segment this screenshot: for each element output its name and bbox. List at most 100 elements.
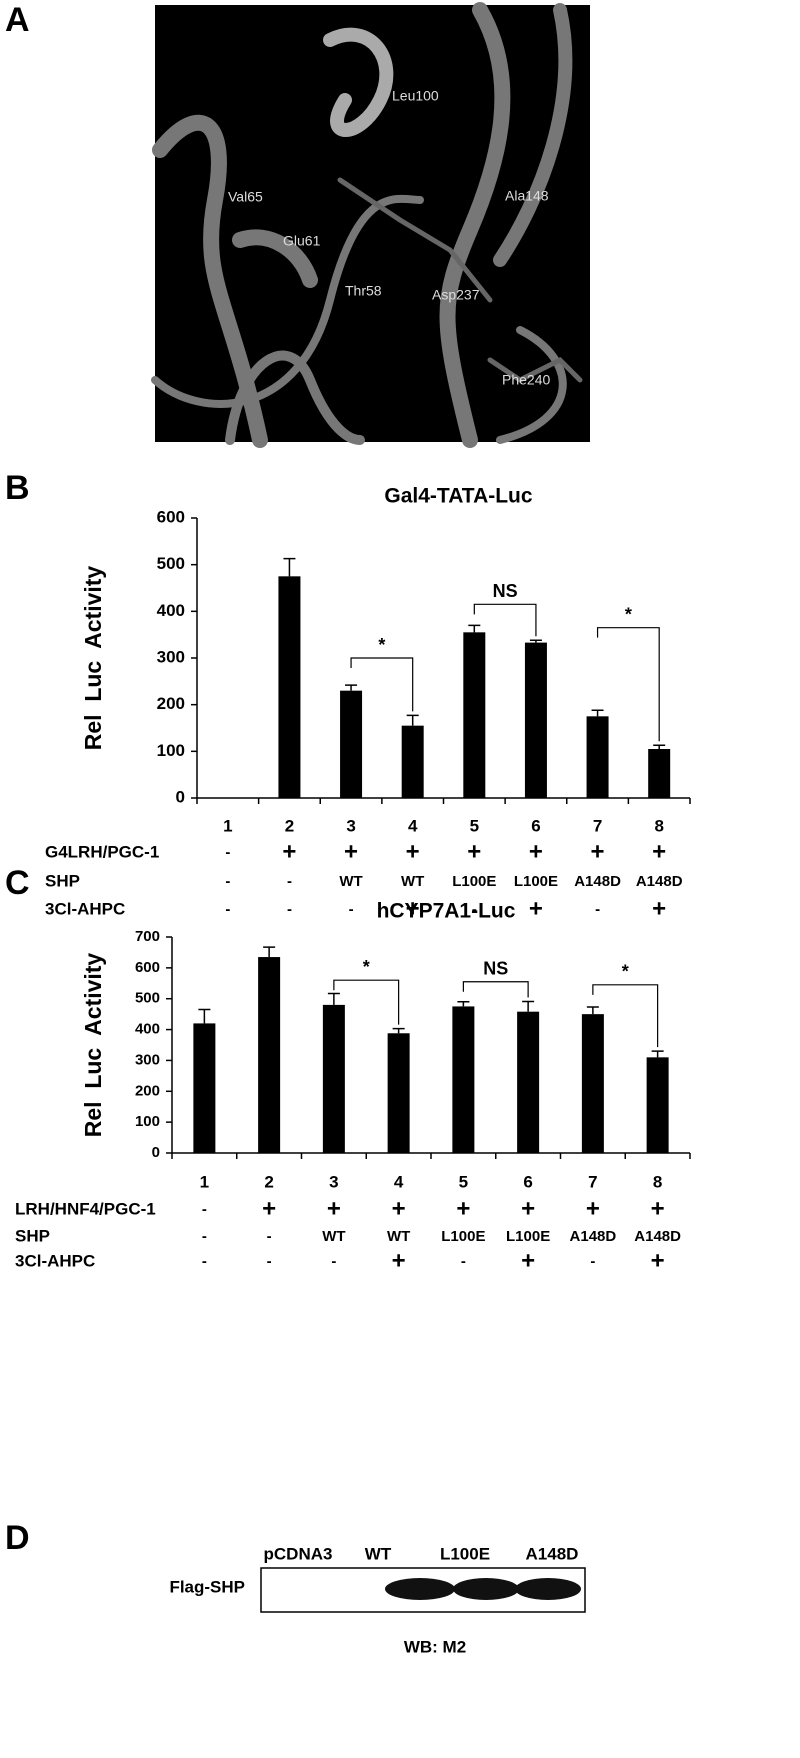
significance-label: * (378, 635, 385, 655)
bar (524, 642, 547, 798)
x-tick-label: 4 (394, 1172, 404, 1191)
condition-value: - (267, 1253, 272, 1270)
condition-value: + (327, 1195, 341, 1222)
condition-value: + (344, 838, 358, 865)
x-tick-label: 1 (200, 1172, 209, 1191)
condition-value: + (456, 1195, 470, 1222)
y-tick-label: 100 (157, 741, 185, 760)
condition-value: A148D (636, 873, 683, 890)
residue-label: Asp237 (432, 287, 480, 303)
blot-caption: WB: M2 (404, 1637, 466, 1656)
x-tick-label: 2 (264, 1172, 273, 1191)
bar (258, 957, 281, 1153)
condition-value: + (467, 838, 481, 865)
x-tick-label: 8 (653, 1172, 662, 1191)
y-tick-label: 700 (135, 928, 160, 945)
error-bar (392, 1027, 405, 1034)
condition-value: - (225, 844, 230, 861)
error-bar (283, 557, 296, 577)
condition-value: A148D (634, 1228, 681, 1245)
bar (387, 1033, 410, 1153)
condition-value: - (225, 901, 230, 918)
condition-value: - (202, 1201, 207, 1218)
condition-value: L100E (506, 1228, 550, 1245)
condition-value: + (652, 895, 666, 922)
lane-label: L100E (440, 1544, 490, 1563)
y-tick-label: 200 (135, 1082, 160, 1099)
condition-value: + (406, 838, 420, 865)
bar (517, 1011, 540, 1153)
significance-label: NS (483, 958, 508, 978)
bar (340, 690, 363, 798)
x-tick-label: 7 (588, 1172, 597, 1191)
condition-value: WT (339, 873, 362, 890)
y-tick-label: 600 (157, 507, 185, 526)
significance-label: NS (493, 581, 518, 601)
error-bar (586, 1006, 599, 1015)
condition-value: + (392, 1247, 406, 1274)
significance-label: * (625, 604, 632, 624)
error-bar (198, 1008, 211, 1024)
condition-label: SHP (15, 1226, 50, 1245)
y-tick-label: 500 (135, 990, 160, 1007)
significance-bracket (592, 984, 659, 1048)
error-bar (651, 1050, 664, 1058)
blot (260, 1567, 586, 1613)
y-tick-label: 200 (157, 694, 185, 713)
significance-label: * (363, 957, 370, 977)
panel-label: A (5, 1, 30, 39)
error-bar (345, 684, 358, 691)
residue-label: Thr58 (345, 283, 382, 299)
x-tick-label: 3 (329, 1172, 338, 1191)
condition-value: - (287, 873, 292, 890)
y-tick-label: 100 (135, 1113, 160, 1130)
lane-label: A148D (526, 1544, 579, 1563)
condition-value: - (331, 1253, 336, 1270)
lane-label: pCDNA3 (264, 1544, 333, 1563)
condition-label: SHP (45, 871, 80, 890)
condition-value: + (529, 838, 543, 865)
x-tick-label: 5 (470, 816, 479, 835)
condition-value: - (287, 901, 292, 918)
condition-value: WT (387, 1228, 410, 1245)
condition-value: + (652, 838, 666, 865)
error-bar (468, 624, 481, 633)
significance-bracket (462, 981, 529, 998)
bar (586, 716, 609, 798)
condition-label: LRH/HNF4/PGC-1 (15, 1199, 156, 1218)
chart-title: Gal4-TATA-Luc (384, 485, 532, 508)
significance-label: * (622, 962, 629, 982)
condition-value: L100E (514, 873, 558, 890)
condition-label: 3Cl-AHPC (45, 899, 125, 918)
condition-value: L100E (452, 873, 496, 890)
bar (646, 1057, 669, 1153)
condition-value: + (521, 1195, 535, 1222)
condition-value: + (262, 1195, 276, 1222)
x-tick-label: 6 (531, 816, 540, 835)
condition-value: + (651, 1195, 665, 1222)
y-tick-label: 500 (157, 554, 185, 573)
bar (401, 725, 424, 798)
y-tick-label: 300 (157, 647, 185, 666)
condition-value: - (472, 901, 477, 918)
y-tick-label: 400 (157, 601, 185, 620)
error-bar (263, 946, 276, 958)
x-tick-label: 1 (223, 816, 232, 835)
condition-value: - (202, 1228, 207, 1245)
panel-label: C (5, 864, 30, 902)
residue-label: Val65 (228, 189, 263, 205)
condition-value: + (591, 838, 605, 865)
bar (278, 576, 301, 798)
error-bar (529, 639, 542, 643)
bar (648, 749, 671, 798)
bar (581, 1014, 604, 1153)
y-tick-label: 300 (135, 1051, 160, 1068)
condition-value: + (529, 895, 543, 922)
condition-value: - (461, 1253, 466, 1270)
condition-value: - (590, 1253, 595, 1270)
error-bar (327, 992, 340, 1005)
y-tick-label: 400 (135, 1021, 160, 1038)
condition-value: A148D (574, 873, 621, 890)
x-tick-label: 3 (346, 816, 355, 835)
x-tick-label: 2 (285, 816, 294, 835)
